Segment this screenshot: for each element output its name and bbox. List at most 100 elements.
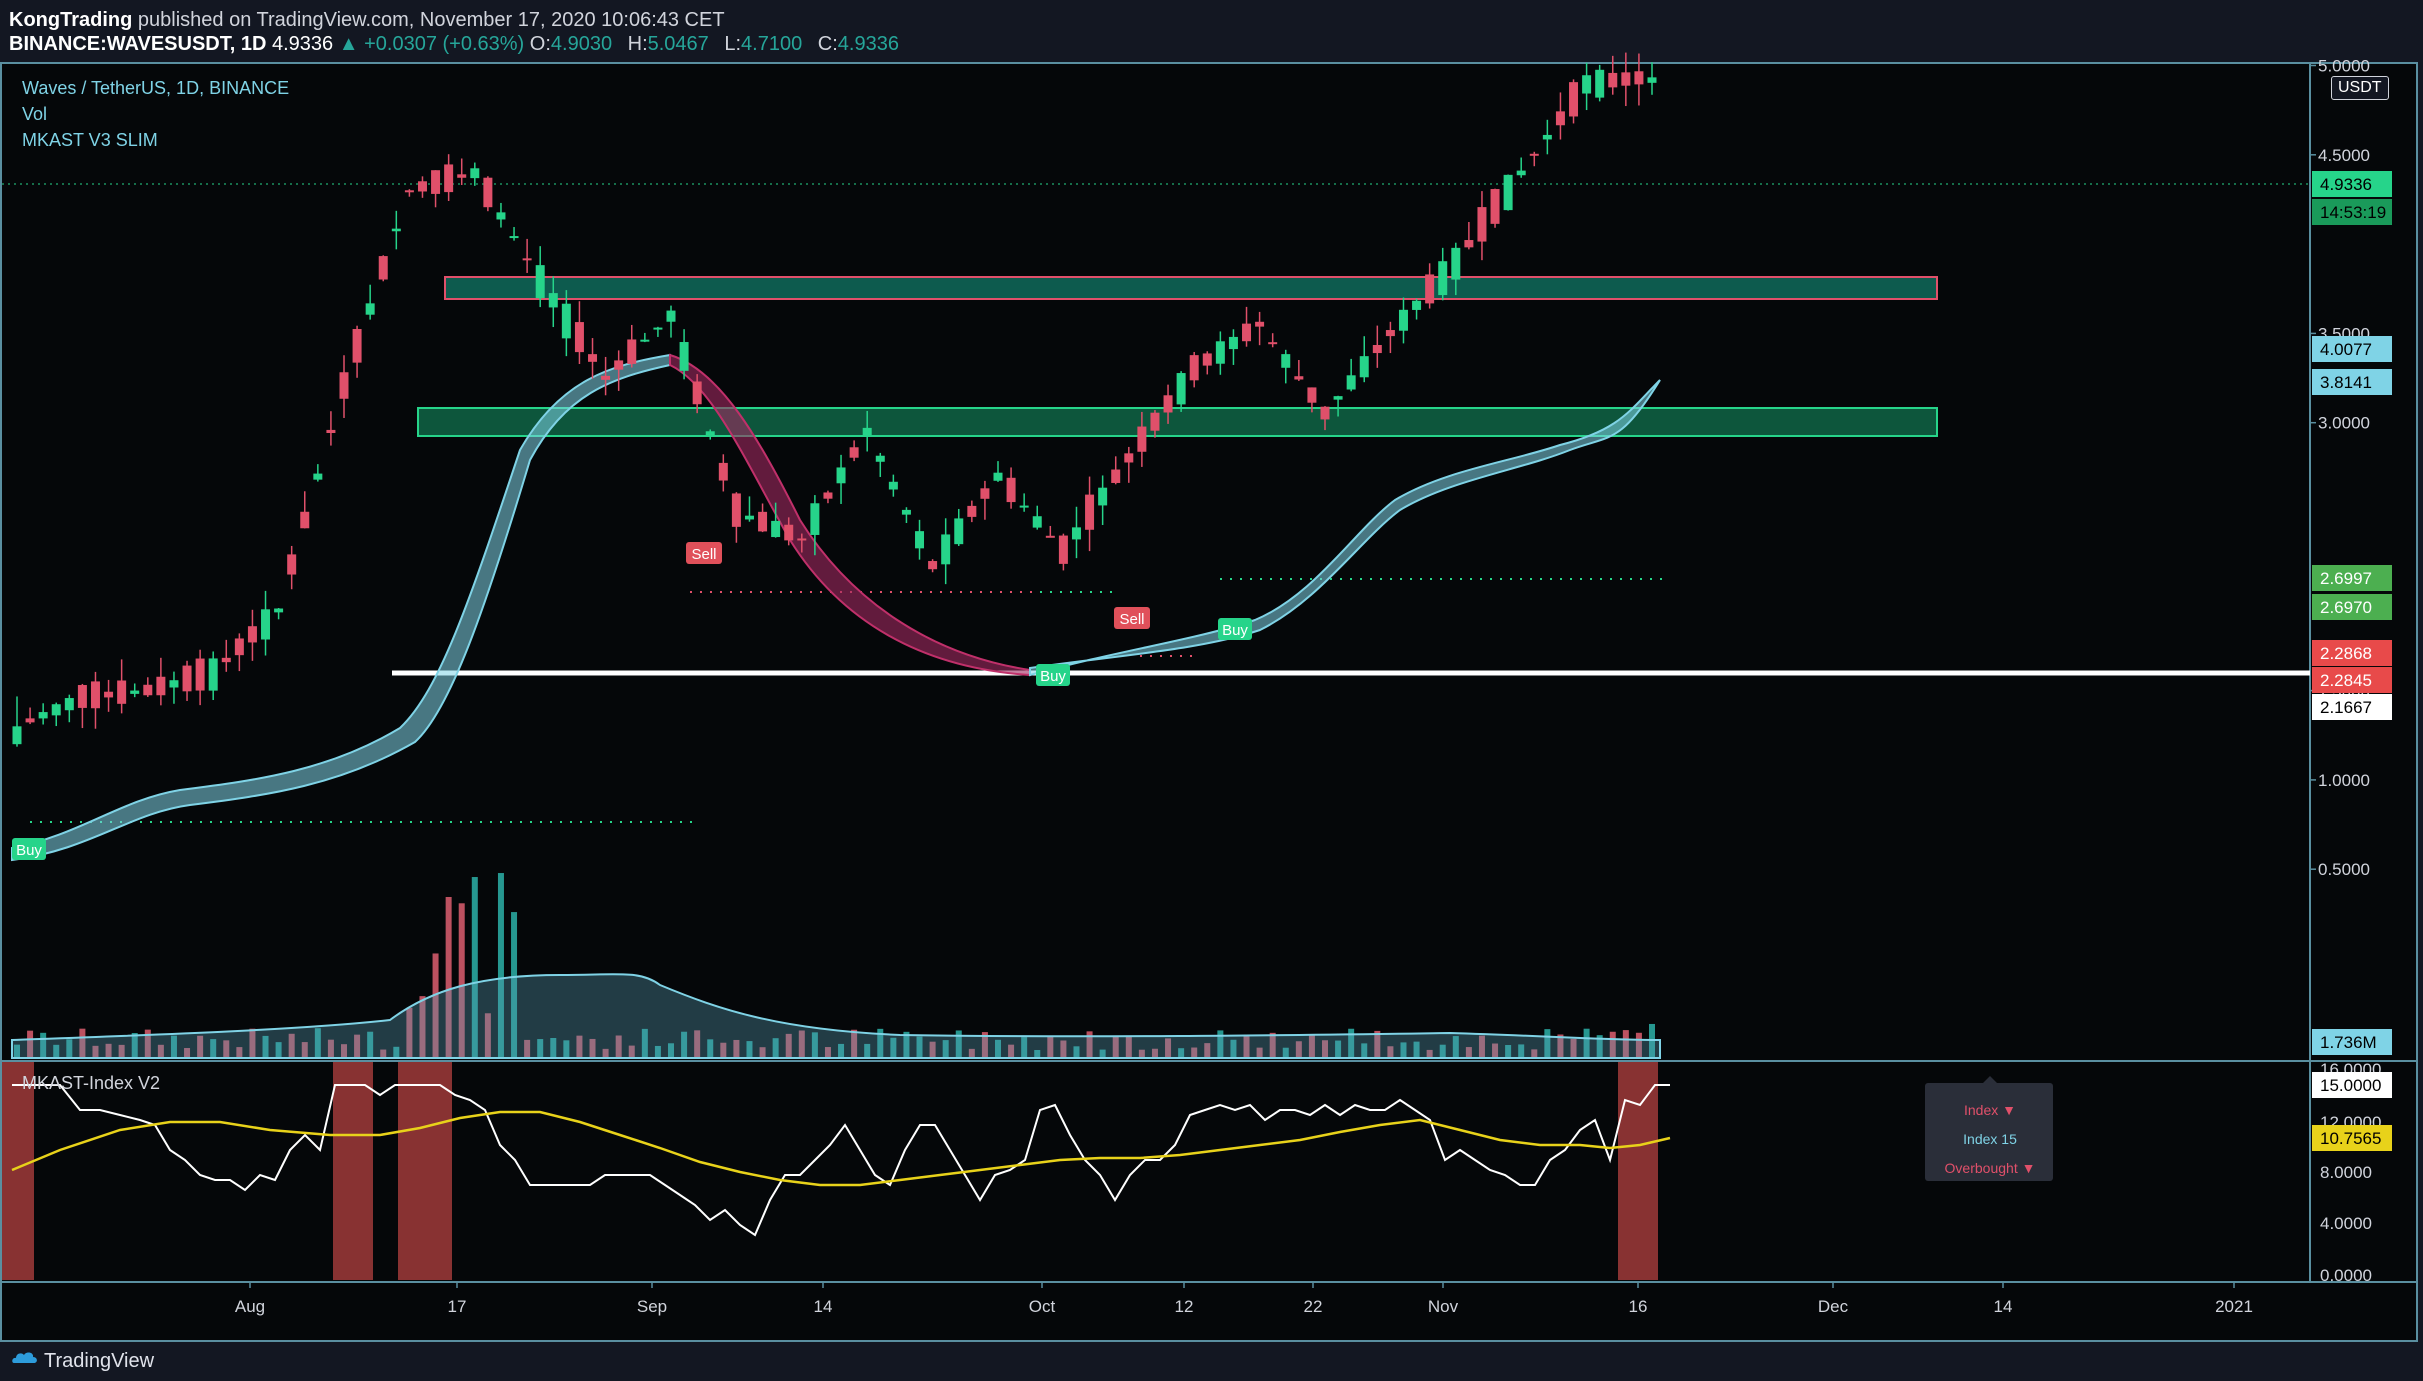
candle[interactable] — [797, 533, 807, 553]
candle[interactable] — [875, 452, 885, 477]
candle[interactable] — [1268, 333, 1278, 348]
candle[interactable] — [117, 659, 127, 714]
candle[interactable] — [51, 702, 61, 727]
candle[interactable] — [679, 329, 689, 380]
symbol[interactable]: BINANCE:WAVESUSDT, 1D — [9, 33, 267, 55]
candle[interactable] — [12, 696, 22, 747]
candle[interactable] — [522, 238, 532, 273]
candle[interactable] — [888, 474, 898, 497]
candle[interactable] — [1425, 263, 1435, 309]
candle[interactable] — [391, 210, 401, 250]
candle[interactable] — [836, 454, 846, 504]
candle[interactable] — [287, 545, 297, 590]
candle[interactable] — [1529, 151, 1539, 167]
candle[interactable] — [614, 350, 624, 391]
candle[interactable] — [1608, 55, 1618, 95]
candle[interactable] — [1032, 505, 1042, 530]
candle[interactable] — [1189, 351, 1199, 388]
candle[interactable] — [1320, 406, 1330, 431]
mkast-ribbon-up-2[interactable] — [1029, 379, 1661, 677]
candle[interactable] — [928, 559, 938, 573]
signal-buy-2[interactable]: Buy — [1036, 664, 1070, 686]
candle[interactable] — [1372, 325, 1382, 368]
candle[interactable] — [444, 154, 454, 201]
candle[interactable] — [718, 454, 728, 492]
candle[interactable] — [1176, 371, 1186, 412]
indicator-legend[interactable]: MKAST V3 SLIM — [22, 130, 158, 150]
candle[interactable] — [601, 356, 611, 396]
candle[interactable] — [1045, 525, 1055, 538]
chart-title[interactable]: Waves / TetherUS, 1D, BINANCE — [22, 78, 290, 98]
candle[interactable] — [980, 480, 990, 520]
resistance-zone[interactable] — [444, 276, 1938, 300]
candle[interactable] — [234, 633, 244, 672]
signal-sell-1[interactable]: Sell — [686, 542, 722, 564]
candle[interactable] — [1490, 188, 1500, 228]
candle[interactable] — [261, 590, 271, 656]
candle[interactable] — [1307, 387, 1317, 413]
candle[interactable] — [1111, 456, 1121, 485]
candle[interactable] — [38, 703, 48, 725]
candle[interactable] — [208, 651, 218, 701]
candle[interactable] — [1071, 506, 1081, 559]
candle[interactable] — [1294, 359, 1304, 381]
candle[interactable] — [169, 671, 179, 704]
candle[interactable] — [195, 649, 205, 706]
candle[interactable] — [1595, 64, 1605, 102]
candle[interactable] — [993, 461, 1003, 482]
candle[interactable] — [1569, 79, 1579, 124]
candle[interactable] — [901, 507, 911, 524]
author[interactable]: KongTrading — [9, 9, 133, 31]
index-indicator-legend[interactable]: MKAST-Index V2 — [22, 1073, 161, 1093]
candle[interactable] — [247, 609, 257, 661]
candle[interactable] — [339, 355, 349, 418]
candle[interactable] — [1438, 247, 1448, 301]
candle[interactable] — [1412, 298, 1422, 320]
candle[interactable] — [653, 326, 663, 337]
candle[interactable] — [731, 492, 741, 543]
candle[interactable] — [274, 607, 284, 620]
candle[interactable] — [417, 176, 427, 198]
index-line[interactable] — [12, 1084, 1670, 1237]
index-ma-line[interactable] — [11, 1110, 1671, 1187]
signal-buy-1[interactable]: Buy — [12, 838, 46, 860]
candle[interactable] — [548, 276, 558, 328]
candle[interactable] — [431, 170, 441, 208]
candle[interactable] — [1621, 52, 1631, 107]
candle[interactable] — [182, 660, 192, 701]
candle[interactable] — [561, 290, 571, 357]
candle[interactable] — [156, 657, 166, 706]
candle[interactable] — [1464, 222, 1474, 250]
candle[interactable] — [1058, 533, 1068, 571]
candle[interactable] — [313, 464, 323, 482]
candle[interactable] — [915, 519, 925, 560]
candle[interactable] — [1359, 336, 1369, 383]
candle[interactable] — [1333, 395, 1343, 417]
candle[interactable] — [1346, 358, 1356, 392]
candle[interactable] — [1451, 242, 1461, 296]
candle[interactable] — [25, 707, 35, 725]
candle[interactable] — [849, 440, 859, 462]
candle[interactable] — [823, 490, 833, 504]
candle[interactable] — [90, 671, 100, 729]
candle[interactable] — [365, 284, 375, 320]
candle[interactable] — [378, 255, 388, 282]
candle[interactable] — [496, 202, 506, 228]
candle[interactable] — [771, 502, 781, 538]
candle[interactable] — [967, 500, 977, 523]
candle[interactable] — [1477, 191, 1487, 261]
candle[interactable] — [64, 694, 74, 723]
candle[interactable] — [1150, 410, 1160, 438]
candle[interactable] — [666, 305, 676, 338]
candle[interactable] — [744, 496, 754, 522]
currency-badge[interactable]: USDT — [2331, 76, 2389, 100]
candle[interactable] — [457, 158, 467, 185]
candle[interactable] — [784, 517, 794, 546]
candle[interactable] — [810, 495, 820, 556]
candle[interactable] — [404, 189, 414, 197]
candle[interactable] — [1085, 476, 1095, 552]
candle[interactable] — [954, 508, 964, 547]
candle[interactable] — [130, 683, 140, 698]
candle[interactable] — [1098, 475, 1108, 526]
